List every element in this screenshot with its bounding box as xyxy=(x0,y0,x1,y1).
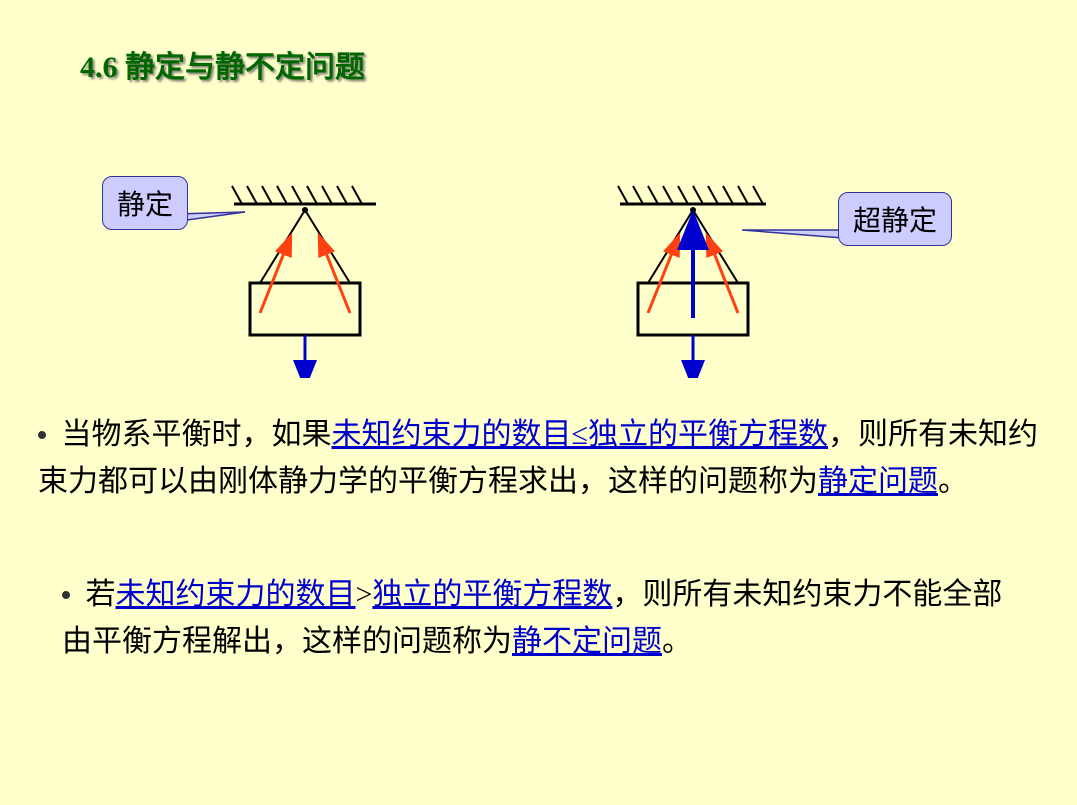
paragraph-2-text: 若未知约束力的数目>独立的平衡方程数，则所有未知约束力不能全部由平衡方程解出，这… xyxy=(62,578,1002,658)
bullet-icon xyxy=(38,431,46,439)
paragraph-1-text: 当物系平衡时，如果未知约束力的数目≤独立的平衡方程数，则所有未知约束力都可以由刚… xyxy=(38,418,1038,498)
paragraph-static-def: 当物系平衡时，如果未知约束力的数目≤独立的平衡方程数，则所有未知约束力都可以由刚… xyxy=(38,412,1038,505)
callout-static: 静定 xyxy=(102,176,188,230)
section-title: 4.6 静定与静不定问题 xyxy=(80,42,365,86)
diagram-static xyxy=(210,168,410,378)
bullet-icon xyxy=(62,591,70,599)
paragraph-hyperstatic-def: 若未知约束力的数目>独立的平衡方程数，则所有未知约束力不能全部由平衡方程解出，这… xyxy=(62,572,1022,665)
callout-hyperstatic: 超静定 xyxy=(838,192,952,246)
diagram-hyperstatic xyxy=(580,168,800,378)
callout-left-tail xyxy=(0,0,1077,805)
